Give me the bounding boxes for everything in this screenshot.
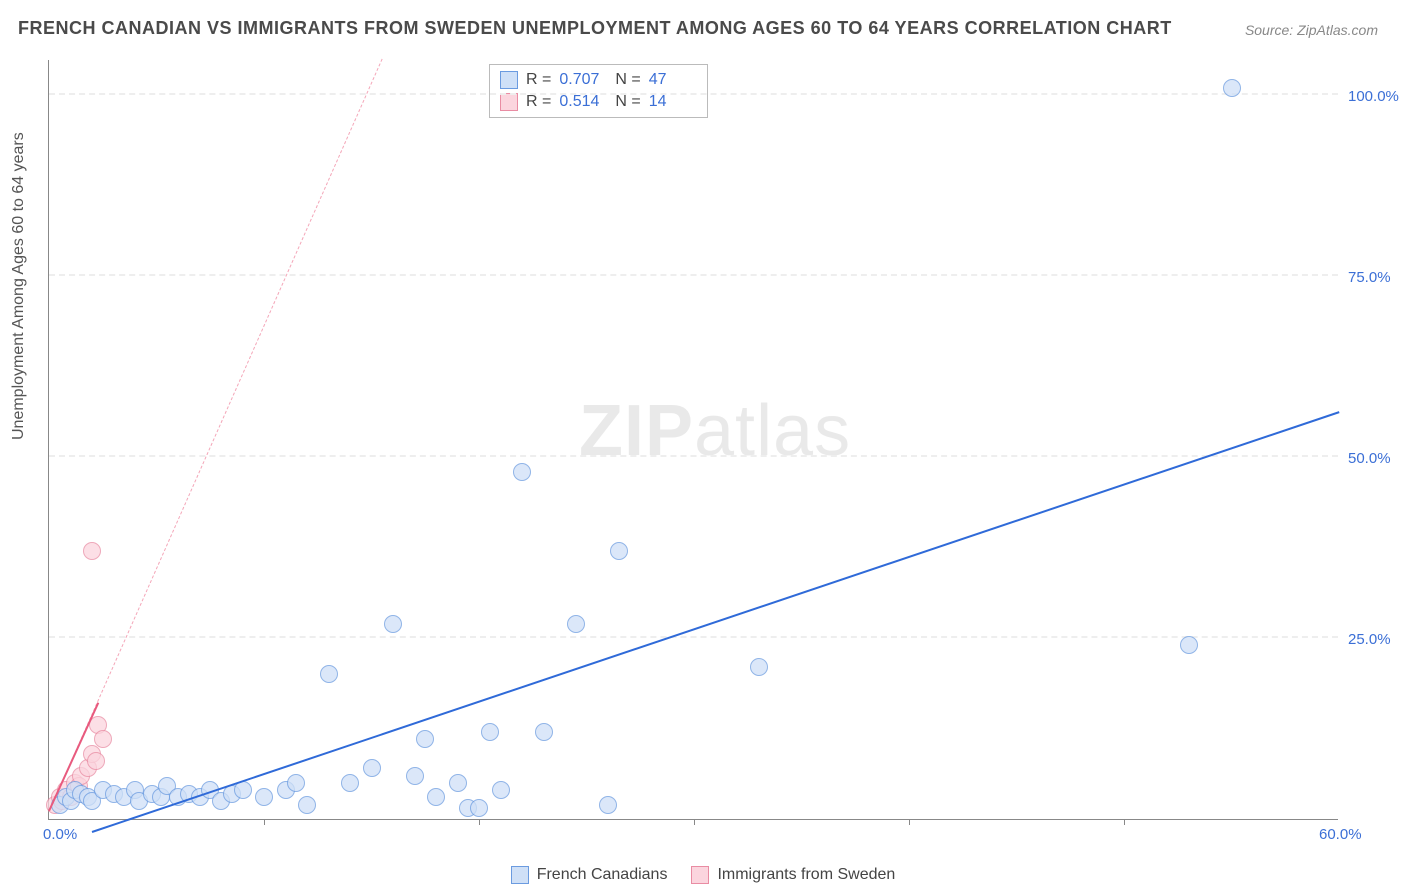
data-point bbox=[750, 658, 768, 676]
scatter-plot-area: ZIPatlas R = 0.707 N = 47 R = 0.514 N = … bbox=[48, 60, 1338, 820]
gridline bbox=[49, 455, 1338, 457]
data-point bbox=[287, 774, 305, 792]
gridline bbox=[49, 636, 1338, 638]
x-tick-mark bbox=[479, 819, 480, 825]
x-tick-mark bbox=[909, 819, 910, 825]
data-point bbox=[341, 774, 359, 792]
x-tick-label: 0.0% bbox=[43, 826, 77, 843]
stats-row-series-a: R = 0.707 N = 47 bbox=[500, 69, 697, 91]
legend-item-a: French Canadians bbox=[511, 866, 668, 884]
gridline bbox=[49, 274, 1338, 276]
data-point bbox=[363, 759, 381, 777]
x-tick-label: 60.0% bbox=[1319, 826, 1362, 843]
y-tick-label: 50.0% bbox=[1348, 450, 1406, 467]
data-point bbox=[406, 767, 424, 785]
r-label: R = bbox=[526, 93, 551, 111]
watermark-zip: ZIP bbox=[579, 391, 694, 471]
chart-title: FRENCH CANADIAN VS IMMIGRANTS FROM SWEDE… bbox=[18, 18, 1172, 39]
data-point bbox=[567, 615, 585, 633]
source-attribution: Source: ZipAtlas.com bbox=[1245, 22, 1378, 38]
data-point bbox=[94, 730, 112, 748]
data-point bbox=[449, 774, 467, 792]
n-value-b: 14 bbox=[649, 93, 697, 111]
data-point bbox=[384, 615, 402, 633]
y-tick-label: 25.0% bbox=[1348, 631, 1406, 648]
data-point bbox=[255, 788, 273, 806]
legend-label-b: Immigrants from Sweden bbox=[717, 866, 895, 884]
swatch-series-a bbox=[500, 71, 518, 89]
data-point bbox=[610, 542, 628, 560]
y-axis-label: Unemployment Among Ages 60 to 64 years bbox=[10, 132, 28, 440]
y-tick-label: 75.0% bbox=[1348, 269, 1406, 286]
x-tick-mark bbox=[694, 819, 695, 825]
legend-label-a: French Canadians bbox=[537, 866, 668, 884]
swatch-series-b bbox=[500, 93, 518, 111]
n-label: N = bbox=[615, 71, 640, 89]
legend-item-b: Immigrants from Sweden bbox=[691, 866, 895, 884]
x-tick-mark bbox=[1124, 819, 1125, 825]
y-tick-label: 100.0% bbox=[1348, 88, 1406, 105]
data-point bbox=[470, 799, 488, 817]
data-point bbox=[492, 781, 510, 799]
trend-line bbox=[49, 58, 383, 811]
watermark: ZIPatlas bbox=[579, 390, 851, 472]
data-point bbox=[1180, 636, 1198, 654]
x-tick-mark bbox=[264, 819, 265, 825]
trend-line bbox=[92, 412, 1340, 834]
data-point bbox=[535, 723, 553, 741]
correlation-stats-box: R = 0.707 N = 47 R = 0.514 N = 14 bbox=[489, 64, 708, 118]
r-value-a: 0.707 bbox=[559, 71, 607, 89]
n-label: N = bbox=[615, 93, 640, 111]
n-value-a: 47 bbox=[649, 71, 697, 89]
legend-swatch-b bbox=[691, 866, 709, 884]
data-point bbox=[87, 752, 105, 770]
data-point bbox=[513, 463, 531, 481]
data-point bbox=[1223, 79, 1241, 97]
gridline bbox=[49, 93, 1338, 95]
data-point bbox=[298, 796, 316, 814]
data-point bbox=[599, 796, 617, 814]
data-point bbox=[83, 542, 101, 560]
data-point bbox=[320, 665, 338, 683]
data-point bbox=[416, 730, 434, 748]
r-value-b: 0.514 bbox=[559, 93, 607, 111]
watermark-atlas: atlas bbox=[694, 391, 851, 471]
bottom-legend: French Canadians Immigrants from Sweden bbox=[0, 866, 1406, 884]
legend-swatch-a bbox=[511, 866, 529, 884]
data-point bbox=[427, 788, 445, 806]
r-label: R = bbox=[526, 71, 551, 89]
data-point bbox=[481, 723, 499, 741]
